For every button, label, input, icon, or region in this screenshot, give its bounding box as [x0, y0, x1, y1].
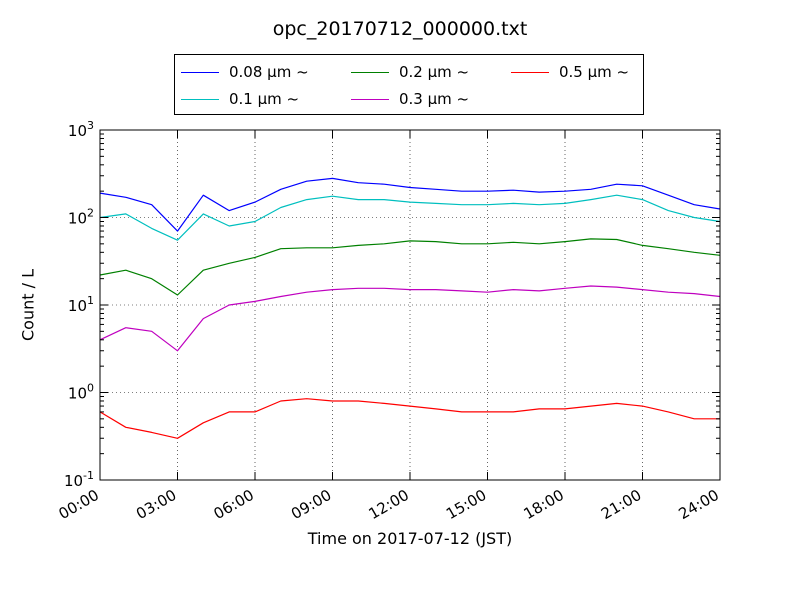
legend-label: 0.1 μm ~: [229, 90, 300, 108]
x-tick-label: 15:00: [443, 486, 489, 523]
x-axis-label: Time on 2017-07-12 (JST): [307, 529, 513, 548]
x-tick-label: 00:00: [56, 486, 102, 523]
y-tick-label-base: 10: [68, 297, 87, 315]
grid: [100, 130, 720, 480]
legend-item-0.08: 0.08 μm ~: [181, 62, 309, 82]
legend-item-0.1: 0.1 μm ~: [181, 89, 299, 109]
legend-label: 0.3 μm ~: [399, 90, 470, 108]
legend-swatch: [351, 71, 389, 73]
y-tick-label-exponent: 3: [87, 119, 94, 132]
series-line-2: [99, 238, 721, 296]
series-layer: [99, 177, 721, 439]
legend-item-0.3: 0.3 μm ~: [351, 89, 469, 109]
series-line-0: [99, 177, 721, 232]
x-tick-label: 09:00: [288, 486, 334, 523]
y-tick-label-base: 10: [68, 122, 87, 140]
y-tick-label: 102: [68, 207, 94, 228]
y-tick-label: 103: [68, 119, 94, 140]
y-axis-label: Count / L: [18, 269, 38, 341]
y-tick-label-base: 10: [68, 210, 87, 228]
y-tick-label-exponent: -1: [83, 469, 94, 482]
y-tick-label: 10-1: [64, 469, 94, 490]
legend-label: 0.5 μm ~: [559, 63, 630, 81]
y-tick-label-exponent: 1: [87, 294, 94, 307]
legend-label: 0.2 μm ~: [399, 63, 470, 81]
legend-item-0.5: 0.5 μm ~: [511, 62, 629, 82]
x-tick-label: 21:00: [598, 486, 644, 523]
legend-swatch: [181, 71, 219, 73]
legend-swatch: [351, 98, 389, 100]
y-tick-label: 101: [68, 294, 94, 315]
x-tick-label: 24:00: [676, 486, 722, 523]
y-tick-label-base: 10: [64, 472, 83, 490]
y-tick-label-exponent: 0: [87, 382, 94, 395]
series-line-4: [99, 398, 720, 439]
y-tick-label: 100: [68, 382, 94, 403]
x-tick-label: 12:00: [366, 486, 412, 523]
series-line-1: [99, 194, 721, 241]
y-tick-label-exponent: 2: [87, 207, 94, 220]
legend-swatch: [511, 71, 549, 73]
legend-swatch: [181, 98, 219, 100]
x-tick-label: 03:00: [133, 486, 179, 523]
chart-title: opc_20170712_000000.txt: [272, 18, 528, 40]
x-tick-label: 06:00: [211, 486, 257, 523]
series-line-3: [99, 285, 721, 352]
legend-label: 0.08 μm ~: [229, 63, 309, 81]
legend: 0.08 μm ~ 0.1 μm ~ 0.2 μm ~ 0.3 μm ~ 0.5…: [174, 54, 644, 115]
y-tick-label-base: 10: [68, 385, 87, 403]
legend-item-0.2: 0.2 μm ~: [351, 62, 469, 82]
x-tick-label: 18:00: [521, 486, 567, 523]
